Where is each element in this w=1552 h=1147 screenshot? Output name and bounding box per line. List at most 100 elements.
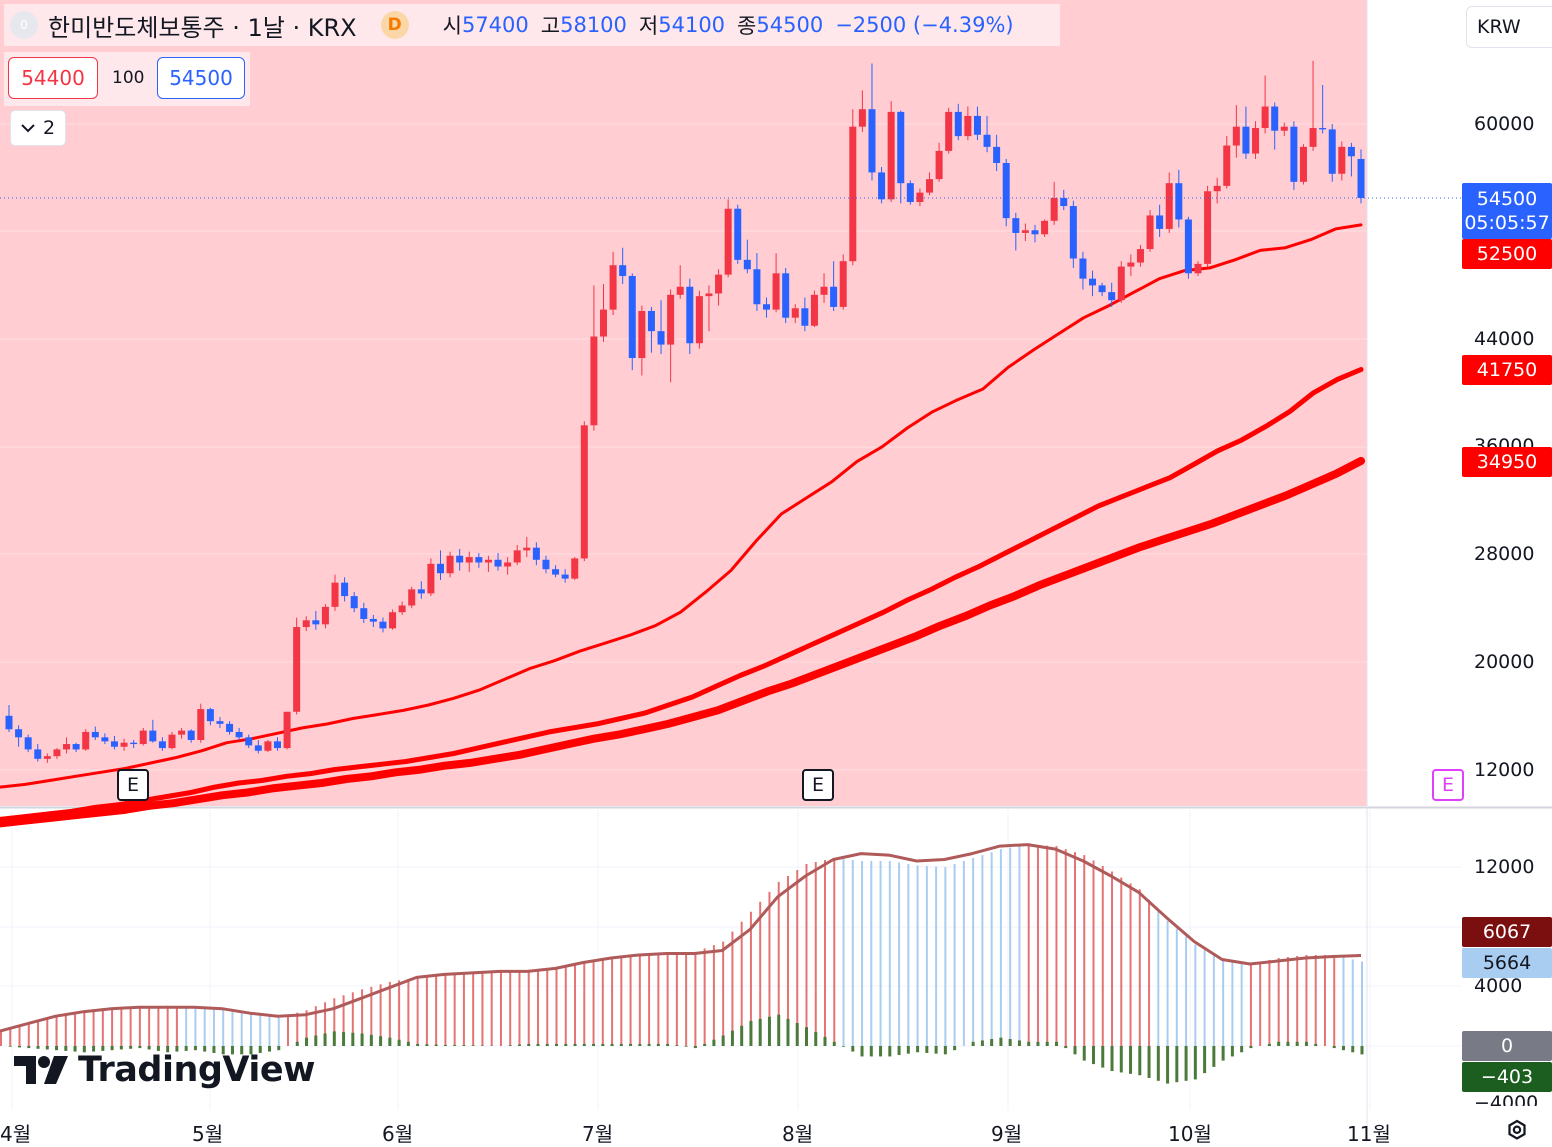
earnings-future-event-icon[interactable]: E: [1432, 769, 1464, 801]
time-tick: 10월: [1168, 1122, 1212, 1146]
low-value: 54100: [658, 13, 726, 37]
candle-body: [1328, 129, 1336, 174]
tradingview-logo[interactable]: TradingView: [14, 1050, 315, 1090]
candle-body: [456, 555, 464, 563]
candle-body: [1108, 292, 1116, 301]
candle-body: [1299, 146, 1307, 182]
symbol-logo-icon: 0: [10, 11, 38, 39]
candle-body: [1136, 249, 1144, 263]
macd-tick: 4000: [1474, 975, 1523, 997]
last-price-value: 54500: [1476, 188, 1538, 210]
candle-body: [216, 721, 224, 724]
time-tick: 5월: [192, 1122, 224, 1146]
candle-body: [1089, 278, 1097, 286]
change-value: −2500 (−4.39%): [835, 13, 1014, 37]
delayed-data-icon[interactable]: D: [380, 11, 409, 39]
candle-body: [647, 310, 655, 332]
candle-body: [695, 296, 703, 344]
time-tick: 8월: [782, 1122, 814, 1146]
candle-body: [226, 723, 234, 732]
candle-body: [1357, 158, 1365, 198]
candle-body: [993, 146, 1001, 164]
candle-body: [1223, 145, 1231, 186]
candle-body: [964, 115, 972, 137]
earnings-event-icon[interactable]: E: [802, 769, 834, 801]
candle-body: [743, 259, 751, 270]
candle-body: [43, 756, 51, 759]
candle-body: [763, 304, 771, 310]
earnings-event-icon[interactable]: E: [117, 769, 149, 801]
sell-button[interactable]: 54400: [8, 57, 98, 99]
symbol-title[interactable]: 한미반도체보통주 · 1날 · KRX: [48, 13, 357, 42]
price-tick: 28000: [1474, 543, 1535, 565]
candle-body: [657, 331, 665, 345]
candle-body: [331, 582, 339, 607]
candle-body: [906, 183, 914, 203]
candle-body: [1261, 106, 1269, 129]
candle-body: [1338, 146, 1346, 174]
candle-body: [1050, 197, 1058, 221]
candle-body: [590, 336, 598, 426]
candle-body: [5, 715, 13, 730]
candle-body: [916, 192, 924, 203]
currency-selector[interactable]: KRW: [1466, 6, 1552, 48]
candle-body: [1098, 285, 1106, 293]
candle-body: [897, 111, 905, 184]
candle-body: [283, 711, 291, 749]
macd-tick: −4000: [1474, 1092, 1539, 1106]
chart-settings-icon[interactable]: [1502, 1116, 1532, 1146]
trade-quantity[interactable]: 100: [112, 68, 145, 88]
candle-body: [715, 274, 723, 294]
open-label: 시: [442, 14, 462, 38]
ma-label-slow: 34950: [1462, 447, 1552, 477]
candle-body: [178, 730, 186, 735]
candle-body: [801, 308, 809, 326]
macd-lines: [0, 843, 1362, 1033]
candle-body: [475, 557, 483, 563]
candle-body: [1213, 185, 1221, 192]
candle-body: [427, 563, 435, 594]
candle-body: [1175, 183, 1183, 220]
candle-body: [1117, 266, 1125, 301]
candle-body: [619, 265, 627, 276]
tradingview-mark-icon: [14, 1056, 68, 1084]
macd-signal-label: 6067: [1462, 917, 1552, 947]
candle-body: [810, 294, 818, 326]
candle-body: [484, 559, 492, 563]
candle-body: [398, 605, 406, 613]
candle-body: [187, 730, 195, 741]
candle-body: [82, 731, 90, 750]
time-tick: 4월: [0, 1122, 32, 1146]
time-tick: 7월: [582, 1122, 614, 1146]
candle-body: [15, 729, 23, 738]
candle-body: [149, 730, 157, 742]
candle-body: [264, 741, 272, 751]
candle-body: [1146, 215, 1154, 250]
candle-body: [839, 261, 847, 307]
candle-body: [53, 749, 61, 757]
candle-body: [369, 618, 377, 622]
moving-averages: [0, 223, 1365, 828]
ma-line: [0, 223, 1363, 789]
candle-body: [1031, 230, 1039, 235]
macd-zero-label: 0: [1462, 1031, 1552, 1061]
candle-body: [72, 744, 80, 750]
candle-body: [868, 109, 876, 173]
price-tick: 20000: [1474, 651, 1535, 673]
time-tick: 9월: [991, 1122, 1023, 1146]
candle-body: [110, 741, 118, 747]
candle-body: [1194, 263, 1202, 274]
candle-body: [552, 569, 560, 575]
candle-body: [235, 731, 243, 738]
time-tick: 6월: [382, 1122, 414, 1146]
candle-body: [34, 749, 42, 759]
buy-button[interactable]: 54500: [157, 57, 245, 99]
close-value: 54500: [756, 13, 824, 37]
candle-body: [791, 308, 799, 318]
candle-body: [983, 134, 991, 147]
candle-body: [350, 596, 358, 609]
candle-body: [628, 275, 636, 359]
indicators-toggle-button[interactable]: 2: [10, 110, 66, 146]
open-value: 57400: [461, 13, 529, 37]
